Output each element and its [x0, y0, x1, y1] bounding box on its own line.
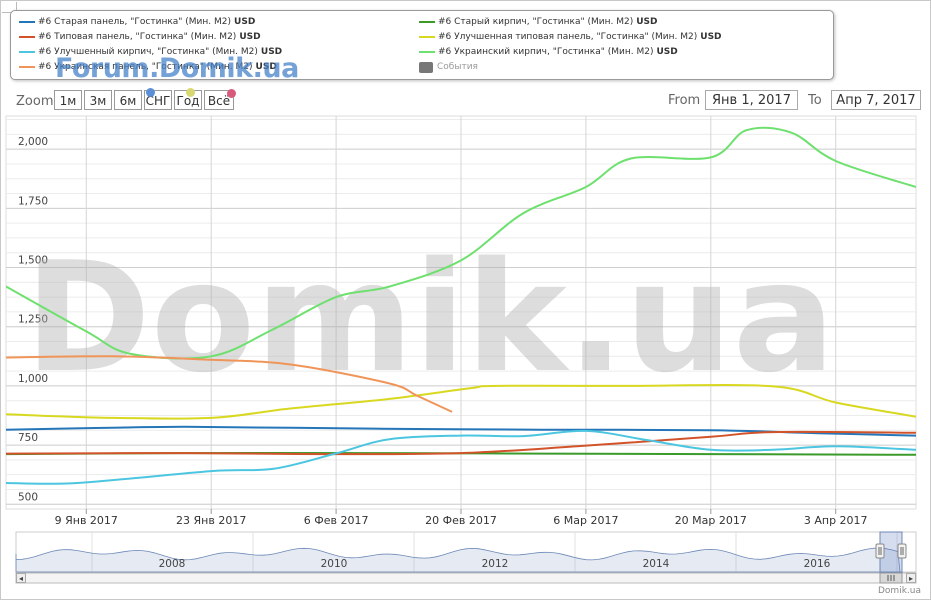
- series-line: [6, 355, 453, 413]
- legend-label: #6 Украинская панель, "Гостинка" (Мин. М…: [38, 62, 253, 72]
- x-tick-label: 23 Янв 2017: [176, 514, 246, 527]
- legend-unit: USD: [656, 47, 678, 57]
- y-tick-label: 2,000: [18, 136, 48, 148]
- navigator-year-label: 2010: [321, 558, 348, 570]
- legend-item[interactable]: #6 Украинская панель, "Гостинка" (Мин. М…: [19, 60, 277, 74]
- y-tick-label: 500: [18, 491, 38, 503]
- legend-label: #6 Типовая панель, "Гостинка" (Мин. М2): [38, 32, 237, 42]
- legend-unit: USD: [239, 32, 261, 42]
- scroll-left-button[interactable]: ◂: [16, 573, 26, 583]
- series-swatch: [419, 51, 435, 53]
- footer-credit: Domik.ua: [878, 586, 921, 596]
- scroll-right-button[interactable]: ▸: [906, 573, 916, 583]
- y-tick-label: 1,000: [18, 373, 48, 385]
- navigator-handle: [875, 543, 885, 559]
- series-swatch: [19, 51, 35, 53]
- x-tick-label: 6 Фев 2017: [304, 514, 369, 527]
- to-date-input[interactable]: Апр 7, 2017: [831, 90, 921, 110]
- zoom-6m-button[interactable]: 6м: [114, 90, 142, 110]
- zoom-1m-button[interactable]: 1м: [54, 90, 82, 110]
- marker-dot: [227, 89, 236, 98]
- x-tick-label: 9 Янв 2017: [55, 514, 118, 527]
- y-tick-label: 1,750: [18, 195, 48, 207]
- legend-label: #6 Улучшенная типовая панель, "Гостинка"…: [438, 32, 698, 42]
- legend-box: #6 Старая панель, "Гостинка" (Мин. М2) U…: [10, 10, 834, 80]
- legend-label: #6 Улучшенный кирпич, "Гостинка" (Мин. М…: [38, 47, 258, 57]
- events-swatch: [419, 61, 433, 73]
- legend-label: #6 Старый кирпич, "Гостинка" (Мин. М2): [438, 17, 634, 27]
- navigator-year-label: 2014: [643, 558, 670, 570]
- y-tick-label: 750: [18, 432, 38, 444]
- series-line: [6, 430, 916, 456]
- navigator-scrollbar-track: [15, 572, 917, 584]
- x-tick-label: 3 Апр 2017: [804, 514, 868, 527]
- to-label: To: [808, 93, 822, 108]
- x-tick-label: 6 Мар 2017: [553, 514, 618, 527]
- range-selector: Zoom 1м 3м 6м СНГ Год Всё From Янв 1, 20…: [0, 88, 931, 112]
- zoom-3m-button[interactable]: 3м: [84, 90, 112, 110]
- legend-item[interactable]: #6 Старый кирпич, "Гостинка" (Мин. М2) U…: [419, 15, 657, 29]
- y-tick-label: 1,250: [18, 314, 48, 326]
- domik-watermark: Domik.ua: [25, 229, 836, 406]
- zoom-1y-button[interactable]: Год: [174, 90, 202, 110]
- navigator-handle: [897, 543, 907, 559]
- legend-unit: USD: [636, 17, 658, 27]
- marker-dot: [186, 88, 195, 97]
- x-tick-label: 20 Мар 2017: [675, 514, 747, 527]
- corner-handle[interactable]: [2, 2, 17, 13]
- marker-dot: [146, 88, 155, 97]
- series-swatch: [19, 36, 35, 38]
- legend-unit: USD: [700, 32, 722, 42]
- series-line: [6, 429, 916, 485]
- legend-item[interactable]: #6 Улучшенный кирпич, "Гостинка" (Мин. М…: [19, 45, 282, 59]
- legend-item-events[interactable]: События: [419, 60, 478, 74]
- legend-label: #6 Украинский кирпич, "Гостинка" (Мин. М…: [438, 47, 654, 57]
- legend-unit: USD: [260, 47, 283, 57]
- series-swatch: [419, 36, 435, 38]
- zoom-label: Zoom: [16, 94, 54, 109]
- legend-unit: USD: [234, 17, 256, 27]
- y-tick-label: 1,500: [18, 255, 48, 267]
- legend-unit: USD: [255, 62, 277, 72]
- from-label: From: [668, 93, 701, 108]
- legend-item[interactable]: #6 Старая панель, "Гостинка" (Мин. М2) U…: [19, 15, 255, 29]
- x-tick-label: 20 Фев 2017: [425, 514, 497, 527]
- legend-label: События: [437, 62, 478, 72]
- series-line: [6, 384, 916, 420]
- navigator-year-label: 2012: [482, 558, 509, 570]
- series-swatch: [419, 21, 435, 23]
- zoom-all-button[interactable]: Всё: [204, 90, 234, 110]
- legend-item[interactable]: #6 Типовая панель, "Гостинка" (Мин. М2) …: [19, 30, 261, 44]
- navigator-frame: [15, 531, 917, 573]
- series-swatch: [19, 66, 35, 68]
- series-swatch: [19, 21, 35, 23]
- from-date-input[interactable]: Янв 1, 2017: [705, 90, 798, 110]
- legend-label: #6 Старая панель, "Гостинка" (Мин. М2): [38, 17, 232, 27]
- navigator-year-label: 2016: [804, 558, 831, 570]
- navigator-year-label: 2008: [159, 558, 186, 570]
- legend-item[interactable]: #6 Улучшенная типовая панель, "Гостинка"…: [419, 30, 722, 44]
- forum-brand-overlay: Forum.Domik.ua: [55, 53, 299, 84]
- navigator-series-area: [15, 547, 901, 573]
- legend-item[interactable]: #6 Украинский кирпич, "Гостинка" (Мин. М…: [419, 45, 678, 59]
